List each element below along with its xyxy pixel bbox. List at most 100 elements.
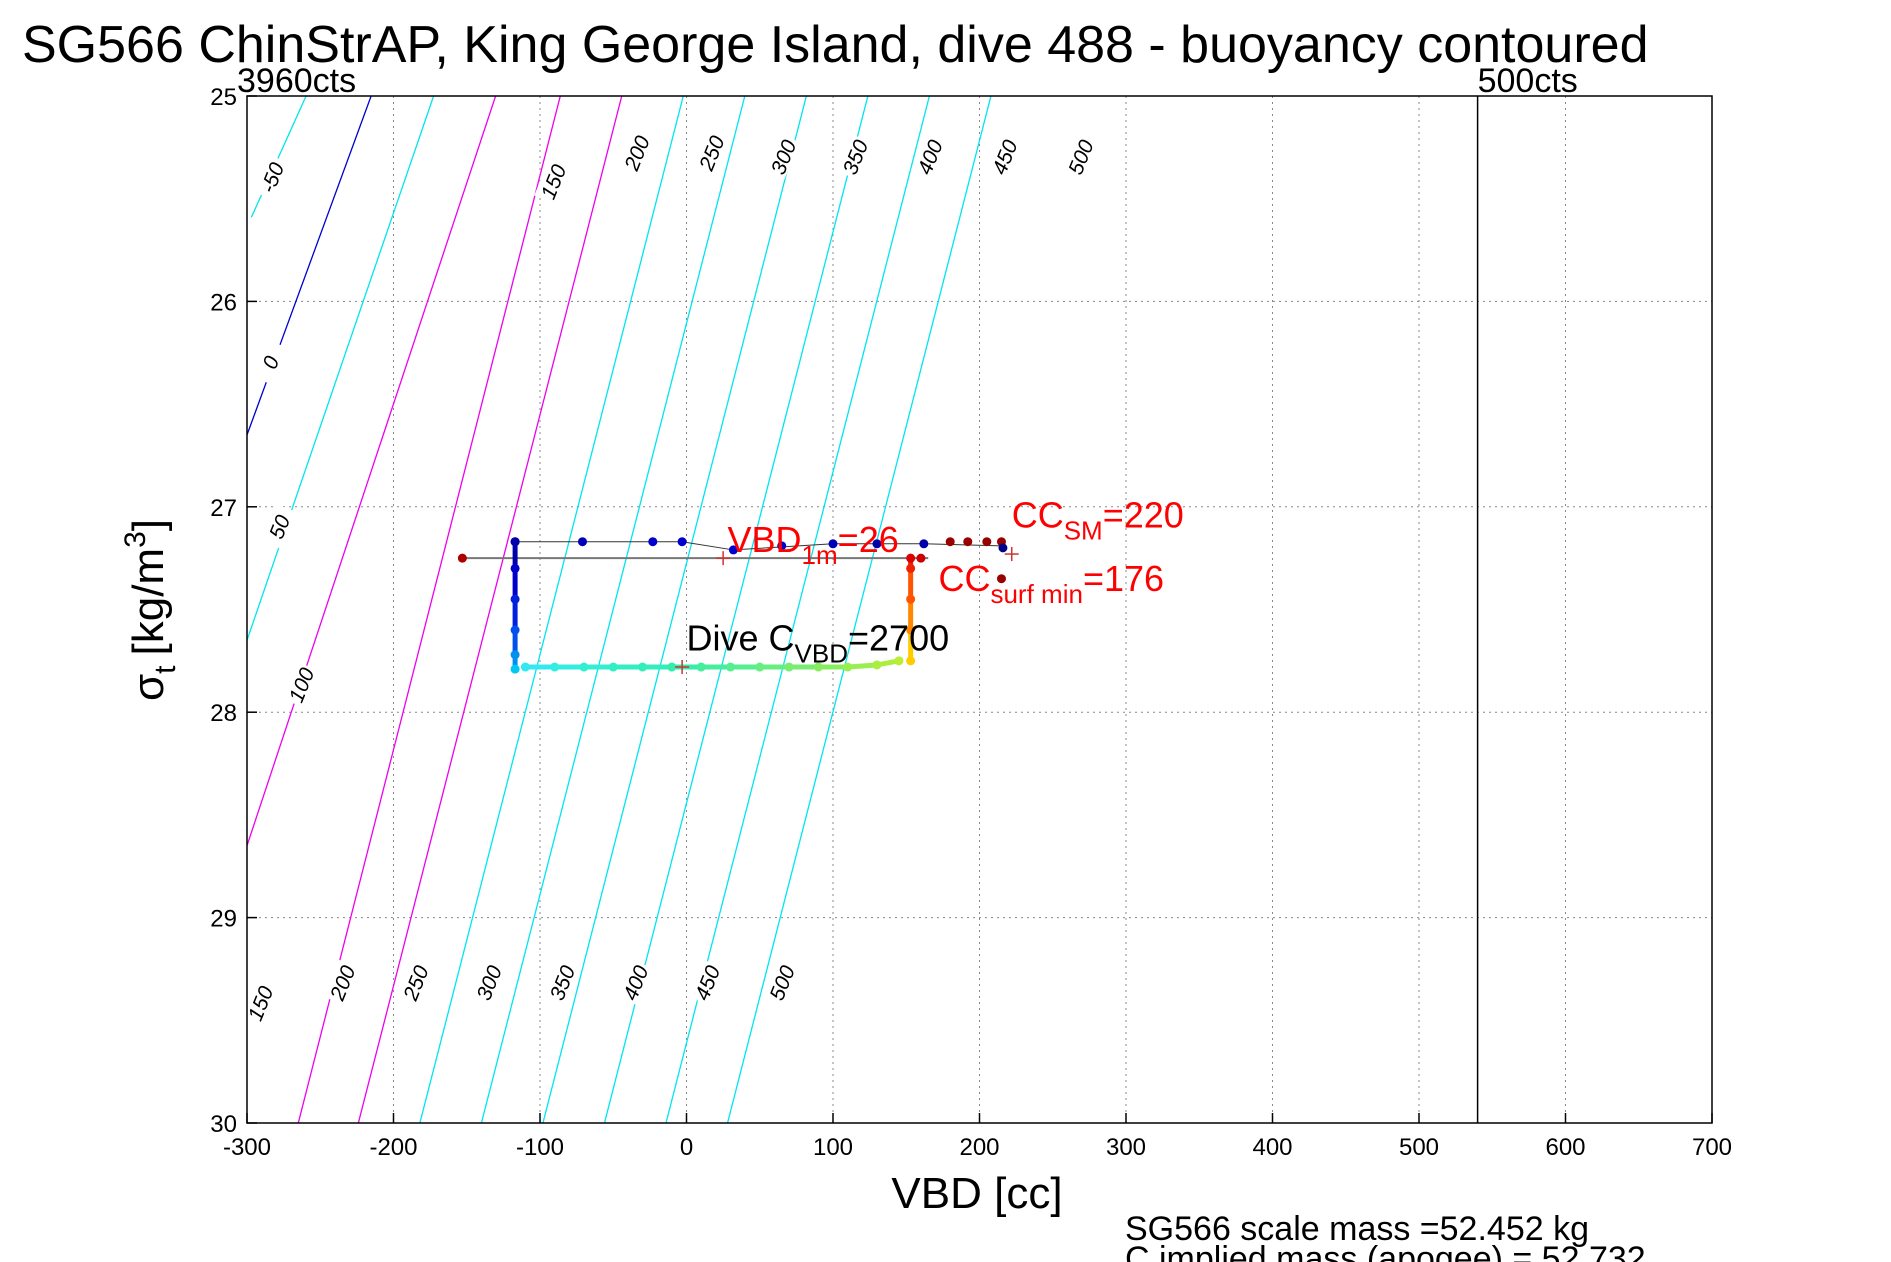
contour-line-150	[297, 96, 561, 1123]
contour-line-250	[419, 96, 684, 1123]
surface-point	[872, 539, 882, 549]
count-label-3960cts: 3960cts	[237, 62, 356, 100]
y-tick-label: 25	[210, 84, 237, 111]
x-tick-label: 400	[1252, 1134, 1292, 1161]
grid-lines	[247, 96, 1712, 1123]
contour-label-bg	[616, 959, 652, 1005]
chart-title: SG566 ChinStrAP, King George Island, div…	[22, 16, 1649, 74]
contour-label-bg	[542, 959, 579, 1005]
y-axis-label-units: [kg/m	[124, 548, 173, 656]
descent-point	[510, 625, 520, 635]
surface-point	[577, 537, 587, 547]
contour-label-bg	[910, 133, 947, 180]
bottom-point	[696, 662, 706, 672]
annotation-value: =26	[838, 519, 899, 560]
surface-point	[919, 539, 929, 549]
contour-label-bg	[534, 158, 570, 204]
contour-line-200	[357, 96, 623, 1123]
descent-point	[510, 650, 520, 660]
bottom-point	[667, 662, 677, 672]
bottom-point	[579, 662, 589, 672]
annotation-base: CC	[1012, 494, 1064, 535]
surface-point	[510, 537, 520, 547]
descent-point	[510, 664, 520, 674]
dive-trace	[457, 537, 1019, 675]
surface-point	[998, 543, 1008, 553]
axis-ticks: -300 -200 -100 0 100 200 300 400 500 600 700252627…	[210, 84, 1732, 1161]
surface-point	[828, 539, 838, 549]
contour-line-300	[480, 96, 746, 1123]
descent-point	[510, 563, 520, 573]
ascent-point	[906, 656, 916, 666]
surface-point	[963, 537, 973, 547]
annotation-0: VBD1m=26	[728, 519, 899, 570]
bottom-point	[784, 662, 794, 672]
annotation-value: =2700	[848, 618, 949, 659]
bottom-point	[894, 656, 904, 666]
contour-label-bg	[762, 959, 799, 1005]
plot-area	[247, 96, 1712, 1123]
y-axis-label-subscript: t	[149, 665, 182, 674]
surface-point	[728, 545, 738, 555]
contour-label-bg	[1061, 133, 1097, 180]
y-tick-label: 28	[210, 700, 237, 727]
ascent-point	[906, 553, 916, 563]
x-tick-label: -200	[369, 1134, 417, 1161]
surface-point	[677, 537, 687, 547]
footer-scale-mass: SG566 scale mass =52.452 kg	[1125, 1210, 1589, 1248]
annotation-value: =220	[1103, 494, 1184, 535]
surface-point	[996, 574, 1006, 584]
annotation-value: =176	[1083, 558, 1164, 599]
contour-label-bottom-200: 200	[323, 959, 361, 1005]
x-axis-label: VBD [cc]	[891, 1169, 1062, 1218]
footer-implied-mass: C implied mass (apogee) = 52.732	[1125, 1240, 1646, 1262]
contour-label-bg	[764, 133, 800, 180]
surface-point	[457, 553, 467, 563]
surface-point	[777, 541, 787, 551]
contour-label-bg	[241, 980, 277, 1026]
annotation-subscript: 1m	[802, 540, 838, 570]
y-axis-label-units-superscript: 3	[119, 531, 152, 548]
annotation-subscript: VBD	[795, 639, 848, 669]
bottom-point	[843, 662, 853, 672]
surface-point	[648, 537, 658, 547]
annotation-1: CCSM=220	[1012, 494, 1184, 545]
contour-label-bg	[692, 129, 728, 176]
contour-label-bg	[251, 339, 287, 385]
bottom-point	[813, 662, 823, 672]
bottom-point	[520, 662, 530, 672]
x-tick-label: -100	[516, 1134, 564, 1161]
surface-point	[982, 537, 992, 547]
surface-point	[916, 553, 926, 563]
y-tick-label: 30	[210, 1111, 237, 1138]
contour-label-0: 0	[251, 339, 287, 385]
x-tick-label: 0	[680, 1134, 693, 1161]
contour-line-400	[603, 96, 869, 1123]
bottom-point	[872, 660, 882, 670]
y-tick-label: 26	[210, 289, 237, 316]
ascent-point	[906, 594, 916, 604]
bottom-point	[725, 662, 735, 672]
contour-line-450	[665, 96, 931, 1123]
ascent-point	[906, 563, 916, 573]
y-axis-label: σt [kg/m3]	[119, 519, 182, 701]
y-axis-label-units-close: ]	[124, 519, 173, 531]
ascent-point	[906, 625, 916, 635]
contour-label-bg	[688, 959, 724, 1005]
y-axis-label-symbol: σ	[124, 674, 173, 701]
contour-label-bg	[835, 133, 872, 180]
x-tick-label: 100	[813, 1134, 853, 1161]
contour-line-500	[726, 96, 992, 1123]
x-tick-label: 500	[1399, 1134, 1439, 1161]
x-tick-label: 200	[959, 1134, 999, 1161]
contour-label-bg	[282, 661, 318, 708]
bottom-point	[638, 662, 648, 672]
bottom-point	[608, 662, 618, 672]
annotation-base: Dive C	[687, 618, 795, 659]
y-tick-label: 27	[210, 495, 237, 522]
annotation-2: CCsurf min=176	[938, 558, 1164, 609]
x-tick-label: 300	[1106, 1134, 1146, 1161]
contour-label-bg	[252, 154, 289, 200]
